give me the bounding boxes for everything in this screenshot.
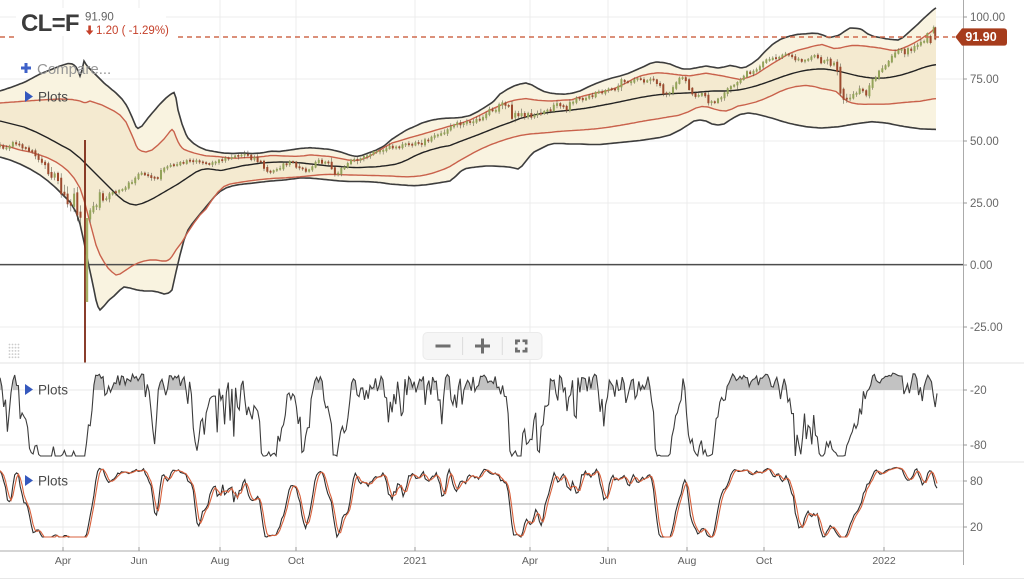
svg-text:Apr: Apr xyxy=(522,555,539,567)
svg-text:-80: -80 xyxy=(970,440,987,452)
svg-text:1.20 ( -1.29%): 1.20 ( -1.29%) xyxy=(96,25,169,37)
svg-text:75.00: 75.00 xyxy=(970,74,999,86)
svg-text:0.00: 0.00 xyxy=(970,260,992,272)
svg-text:Aug: Aug xyxy=(678,555,697,567)
svg-text:2021: 2021 xyxy=(403,555,427,567)
svg-text:Jun: Jun xyxy=(131,555,148,567)
svg-text:Apr: Apr xyxy=(55,555,72,567)
svg-text:Oct: Oct xyxy=(288,555,304,567)
svg-text:Aug: Aug xyxy=(211,555,230,567)
svg-text:Plots: Plots xyxy=(38,383,68,398)
svg-text:2022: 2022 xyxy=(872,555,896,567)
svg-text:91.90: 91.90 xyxy=(85,12,114,24)
svg-text:100.00: 100.00 xyxy=(970,12,1005,24)
svg-text:Plots: Plots xyxy=(38,474,68,489)
svg-text:-20: -20 xyxy=(970,385,987,397)
svg-text:91.90: 91.90 xyxy=(965,30,996,44)
svg-text:Jun: Jun xyxy=(600,555,617,567)
svg-text:80: 80 xyxy=(970,476,983,488)
svg-text:CL=F: CL=F xyxy=(21,10,79,37)
svg-text:25.00: 25.00 xyxy=(970,198,999,210)
svg-text:Plots: Plots xyxy=(38,90,68,105)
svg-text:Oct: Oct xyxy=(756,555,772,567)
svg-text:50.00: 50.00 xyxy=(970,136,999,148)
svg-text:20: 20 xyxy=(970,522,983,534)
svg-text:Compare...: Compare... xyxy=(37,61,111,78)
svg-text:-25.00: -25.00 xyxy=(970,322,1003,334)
